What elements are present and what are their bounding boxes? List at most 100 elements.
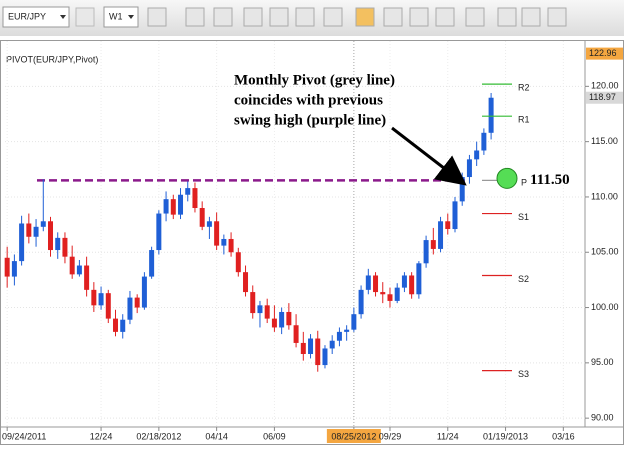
tool-button[interactable] [185,7,205,27]
pivot-marker [496,167,518,189]
pivot-name: S2 [518,274,529,284]
tool-button[interactable] [521,7,541,27]
candle-body [394,287,400,301]
candle-body [149,250,155,277]
candle-body [76,265,82,275]
x-tick-label: 09/24/2011 [2,431,46,441]
candle-body [387,294,393,301]
candle-body [459,177,465,202]
candle-body [134,297,140,308]
price-tag [586,47,623,60]
candle-body [4,257,10,277]
tool-button[interactable] [383,7,403,27]
tool-button[interactable] [435,7,455,27]
x-tick-highlight [326,429,381,443]
candle-body [113,318,119,332]
indicator-title: PIVOT(EUR/JPY,Pivot) [6,54,98,64]
candle-body [401,275,407,288]
x-tick-label: 06/09 [263,431,286,441]
candle-body [120,319,126,332]
timeframe-select[interactable] [103,6,139,28]
candle-body [271,318,277,328]
pivot-name: P [521,178,527,188]
candle-body [300,342,306,355]
candle-body [105,293,111,319]
candle-body [19,223,25,262]
y-tick-label: 115.00 [591,136,618,146]
candle-body [62,237,68,257]
candle-body [264,305,270,319]
pivot-name: R2 [518,83,530,93]
tool-button[interactable] [323,7,343,27]
candle-body [286,311,292,326]
tool-button[interactable] [75,7,95,27]
x-tick-label: 08/25/2012 [331,431,376,441]
tool-button[interactable] [147,7,167,27]
annotation: swing high (purple line) [234,112,386,128]
candle-body [329,340,335,349]
candle-body [452,201,458,230]
x-tick-label: 04/14 [205,431,228,441]
pivot-value: 111.50 [530,172,570,188]
x-tick-label: 12/24 [90,431,113,441]
dropdown-arrow [128,15,134,19]
candle-body [192,188,198,209]
candle-body [344,329,350,332]
candle-body [170,199,176,215]
candle-body [156,213,162,251]
candle-body [33,226,39,237]
dropdown-arrow [60,15,66,19]
price-tag [586,91,623,104]
candle-body [430,240,436,249]
candle-body [322,348,328,366]
tool-button[interactable] [295,7,315,27]
candle-body [84,265,90,290]
candle-body [488,97,494,133]
candle-body [40,221,46,227]
x-tick-label: 01/19/2013 [483,431,528,441]
candle-body [243,272,249,293]
y-tick-label: 110.00 [591,191,618,201]
candle-body [235,252,241,273]
chart-frame [0,40,624,445]
tool-button[interactable] [269,7,289,27]
pivot-name: S3 [518,369,529,379]
symbol-select[interactable] [2,6,70,28]
candle-body [315,338,321,366]
candle-body [199,208,205,227]
tool-button[interactable] [547,7,567,27]
candle-body [293,325,299,343]
candle-body [351,314,357,330]
annotation: Monthly Pivot (grey line) [234,72,395,88]
candle-body [336,331,342,341]
tool-button[interactable] [465,7,485,27]
y-tick-label: 90.00 [591,413,614,423]
pivot-name: R1 [518,115,530,125]
tool-button[interactable] [213,7,233,27]
candle-body [358,289,364,315]
candle-body [48,221,54,251]
symbol: EUR/JPY [8,11,46,21]
y-tick-label: 100.00 [591,302,619,312]
candle-body [481,132,487,151]
tool-button[interactable] [409,7,429,27]
x-tick-label: 03/16 [552,431,575,441]
candle-body [98,293,104,306]
candle-body [423,240,429,264]
x-tick-label: 11/24 [437,431,459,441]
tool-button[interactable] [355,7,375,27]
timeframe: W1 [109,11,123,21]
candle-body [228,238,234,253]
candle-body [409,275,415,295]
candle-body [373,275,379,293]
candle-body [279,311,285,328]
candle-body [474,150,480,160]
tool-button[interactable] [497,7,517,27]
x-tick-label: 09/29 [379,431,402,441]
tool-icons [147,7,567,27]
price-tag-label: 118.97 [589,92,616,102]
candle-body [55,237,61,251]
tool-button[interactable] [243,7,263,27]
plot: 90.00 95.00 100.00 105.00 110.00 115.00 120.00… [2,41,623,443]
